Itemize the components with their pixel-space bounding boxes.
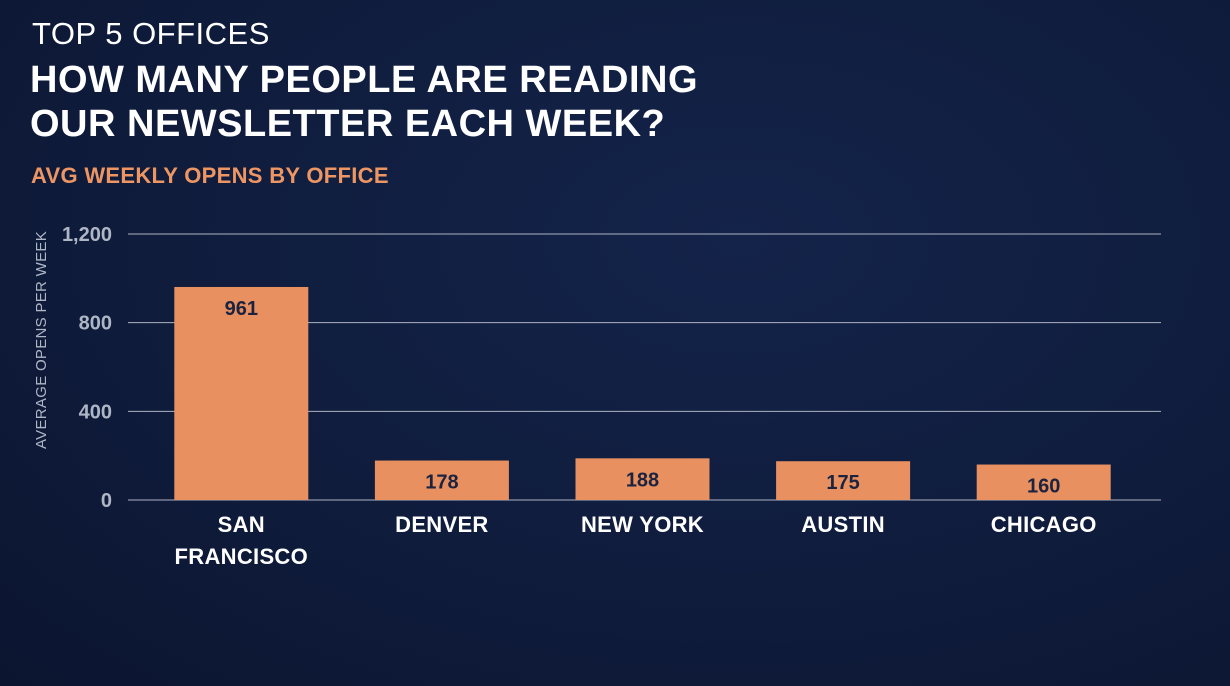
chart-supertitle: TOP 5 OFFICES: [32, 16, 270, 51]
x-tick-label: DENVER: [395, 512, 489, 537]
chart-title-line-1: HOW MANY PEOPLE ARE READING: [30, 59, 698, 101]
bar: [776, 461, 911, 500]
x-tick-label: AUSTIN: [801, 512, 885, 537]
x-tick-labels: SAN FRANCISCO DENVER NEW YORK AUSTIN CHICAGO: [175, 512, 1097, 569]
bar-data-label: 188: [626, 469, 659, 491]
y-tick-label: 400: [79, 401, 112, 423]
bar-data-label: 961: [225, 298, 258, 320]
bar: [575, 458, 710, 500]
bar: [174, 286, 309, 500]
x-tick-label: NEW YORK: [581, 512, 704, 537]
bar: [374, 460, 509, 500]
bars: [174, 286, 1111, 500]
x-tick-label: SAN: [218, 512, 265, 537]
x-tick-label: FRANCISCO: [175, 544, 308, 569]
bar-data-labels: 961 178 188 175 160: [225, 298, 1061, 498]
y-tick-labels: 0 400 800 1,200: [62, 224, 112, 512]
bar-data-label: 178: [425, 472, 458, 494]
x-tick-label: CHICAGO: [991, 512, 1097, 537]
y-tick-label: 1,200: [62, 224, 112, 246]
y-tick-label: 800: [79, 313, 112, 335]
y-axis-label: AVERAGE OPENS PER WEEK: [33, 231, 50, 449]
chart-title-line-2: OUR NEWSLETTER EACH WEEK?: [30, 103, 666, 145]
bar-data-label: 175: [826, 472, 859, 494]
chart-title: HOW MANY PEOPLE ARE READING OUR NEWSLETT…: [30, 58, 790, 146]
bar-data-label: 160: [1027, 476, 1060, 498]
y-tick-label: 0: [101, 490, 112, 512]
bar: [976, 464, 1111, 500]
chart-subtitle: AVG WEEKLY OPENS BY OFFICE: [31, 163, 389, 188]
